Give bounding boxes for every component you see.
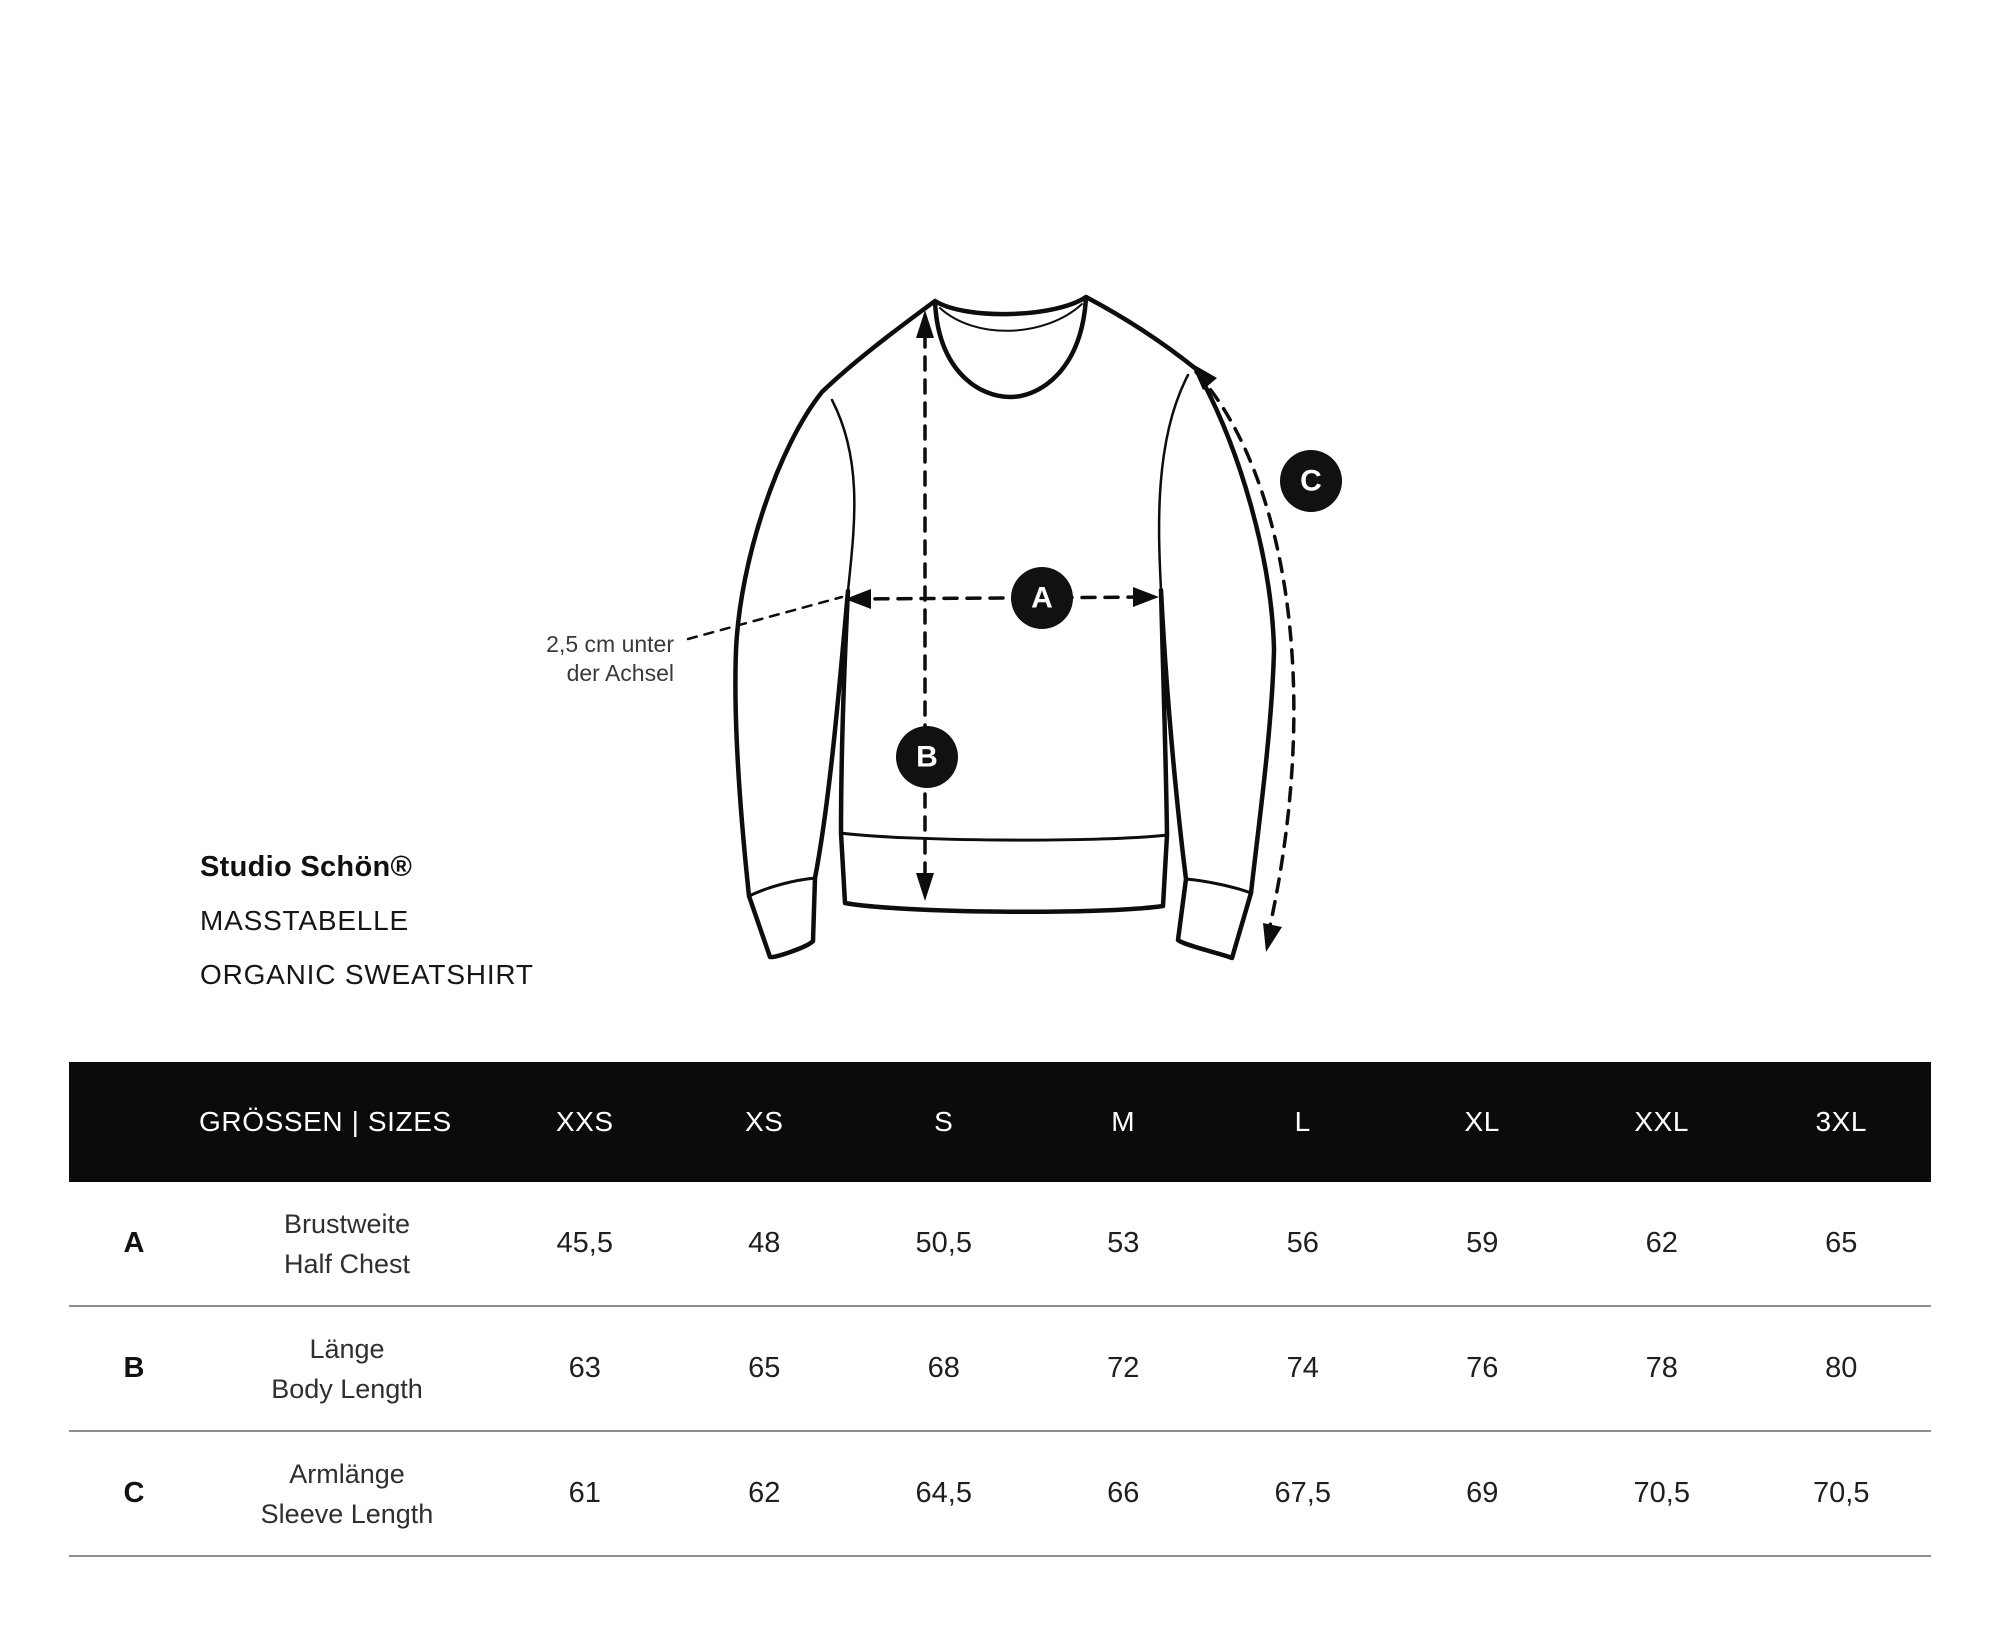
header-size-xl: XL <box>1464 1106 1500 1137</box>
value-xl: 59 <box>1466 1227 1499 1259</box>
value-m: 72 <box>1107 1352 1140 1384</box>
header-sizes-label: GRÖSSEN | SIZES <box>199 1106 452 1137</box>
value-m: 66 <box>1107 1477 1140 1509</box>
measure-c-line <box>1194 370 1296 946</box>
header-size-3xl: 3XL <box>1815 1106 1868 1137</box>
left-cuff-seam <box>747 876 817 898</box>
sweatshirt-diagram: A B C 2,5 cm unter der Achsel <box>546 294 1342 961</box>
collar-back-seam <box>939 303 1083 332</box>
size-table: GRÖSSEN | SIZES XXS XS S M L XL XXL 3XL … <box>69 1062 1931 1557</box>
header-size-l: L <box>1294 1106 1311 1137</box>
right-sleeve-seam <box>1157 373 1190 592</box>
badge-c-label: C <box>1300 465 1322 498</box>
value-xxs: 45,5 <box>556 1227 613 1259</box>
brand-subtitle-product: ORGANIC SWEATSHIRT <box>200 959 534 990</box>
header-size-xxl: XXL <box>1634 1106 1690 1137</box>
arrow-a-left <box>845 589 871 609</box>
header-size-xs: XS <box>744 1106 784 1137</box>
row-letter: A <box>123 1227 145 1259</box>
left-sleeve-seam <box>830 398 856 593</box>
badge-a-circle <box>1011 567 1073 629</box>
brand-title: Studio Schön® <box>200 851 413 883</box>
armpit-note-leader-line <box>686 595 844 641</box>
table-row-half-chest: A Brustweite Half Chest 45,5 48 50,5 53 … <box>69 1182 1931 1307</box>
badge-b-circle <box>896 726 958 788</box>
value-xxl: 70,5 <box>1633 1477 1690 1509</box>
badge-c-circle <box>1280 450 1342 512</box>
value-l: 56 <box>1286 1227 1319 1259</box>
brand-subtitle-masstabelle: MASSTABELLE <box>200 905 410 936</box>
arrow-b-bottom <box>916 873 934 901</box>
value-s: 50,5 <box>915 1227 972 1259</box>
header-size-xxs: XXS <box>555 1106 614 1137</box>
value-3xl: 65 <box>1825 1227 1858 1259</box>
table-row-sleeve-length: C Armlänge Sleeve Length 61 62 64,5 66 6… <box>69 1432 1931 1557</box>
row-measure-name: Länge Body Length <box>199 1329 495 1409</box>
measure-a-line <box>850 595 1154 601</box>
arrow-c-bottom <box>1263 923 1282 952</box>
row-measure-name: Brustweite Half Chest <box>199 1204 495 1284</box>
value-xl: 69 <box>1466 1477 1499 1509</box>
value-xs: 48 <box>748 1227 781 1259</box>
value-xs: 65 <box>748 1352 781 1384</box>
right-cuff-seam <box>1184 877 1253 895</box>
badge-b-label: B <box>916 741 938 774</box>
measure-name-de: Brustweite <box>283 1208 411 1239</box>
value-s: 64,5 <box>915 1477 972 1509</box>
header-size-s: S <box>934 1106 954 1137</box>
hem-band-seam <box>839 831 1169 842</box>
value-l: 67,5 <box>1274 1477 1331 1509</box>
value-xl: 76 <box>1466 1352 1499 1384</box>
measure-name-en: Body Length <box>271 1373 423 1404</box>
value-m: 53 <box>1107 1227 1140 1259</box>
row-letter: B <box>123 1352 145 1384</box>
row-letter: C <box>123 1477 145 1509</box>
sweatshirt-outline <box>733 294 1277 961</box>
measure-badges: A B C <box>896 450 1342 788</box>
brand-block: Studio Schön® MASSTABELLE ORGANIC SWEATS… <box>200 850 534 992</box>
collar-band-bottom <box>932 294 1089 400</box>
armpit-note-line1: 2,5 cm unter <box>546 631 674 657</box>
header-size-m: M <box>1111 1106 1136 1137</box>
size-table-header: GRÖSSEN | SIZES XXS XS S M L XL XXL 3XL <box>69 1062 1931 1182</box>
measure-name-de: Armlänge <box>289 1458 405 1489</box>
badge-a-label: A <box>1031 582 1053 615</box>
value-xxs: 61 <box>568 1477 601 1509</box>
value-xxl: 78 <box>1645 1352 1678 1384</box>
table-row-body-length: B Länge Body Length 63 65 68 72 74 76 78… <box>69 1307 1931 1432</box>
value-s: 68 <box>927 1352 960 1384</box>
arrow-b-top <box>916 310 934 338</box>
measure-name-en: Sleeve Length <box>260 1498 434 1529</box>
value-xxl: 62 <box>1645 1227 1678 1259</box>
arrow-a-right <box>1133 587 1159 607</box>
measure-name-de: Länge <box>309 1333 385 1364</box>
row-measure-name: Armlänge Sleeve Length <box>199 1454 495 1534</box>
value-xs: 62 <box>748 1477 781 1509</box>
measure-name-en: Half Chest <box>283 1248 411 1279</box>
value-3xl: 80 <box>1825 1352 1858 1384</box>
value-l: 74 <box>1286 1352 1319 1384</box>
value-3xl: 70,5 <box>1813 1477 1870 1509</box>
armpit-note-line2: der Achsel <box>567 660 674 686</box>
arrow-c-top <box>1191 363 1217 390</box>
value-xxs: 63 <box>568 1352 601 1384</box>
